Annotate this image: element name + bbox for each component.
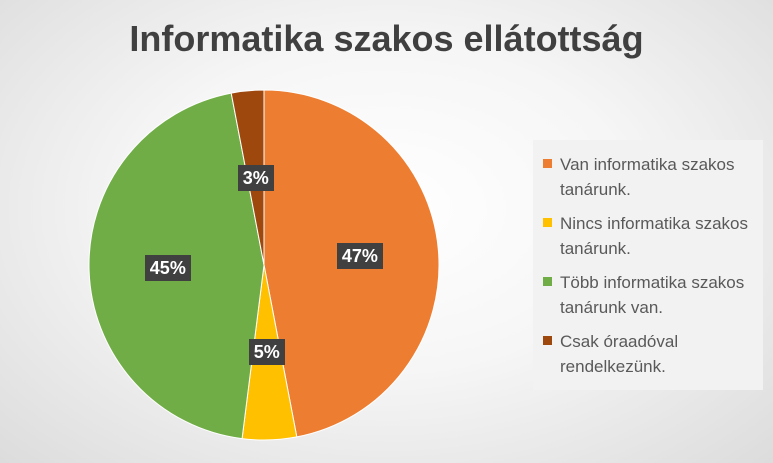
legend-label-nincs-szakos: Nincs informatika szakos tanárunk. xyxy=(560,214,749,258)
legend-swatch-nincs-szakos xyxy=(543,218,552,227)
legend-label-van-szakos: Van informatika szakos tanárunk. xyxy=(560,155,735,199)
chart-title: Informatika szakos ellátottság xyxy=(129,18,644,59)
data-label-tobb-szakos: 45% xyxy=(144,255,191,282)
data-label-nincs-szakos: 5% xyxy=(248,339,285,366)
legend-swatch-tobb-szakos xyxy=(543,277,552,286)
legend-label-csak-oraado: Csak óraadóval rendelkezünk. xyxy=(560,332,679,376)
data-label-csak-oraado: 3% xyxy=(237,164,274,191)
legend-swatch-csak-oraado xyxy=(543,336,552,345)
legend-label-tobb-szakos: Több informatika szakos tanárunk van. xyxy=(560,273,745,317)
legend-swatch-van-szakos xyxy=(543,159,552,168)
legend: Van informatika szakos tanárunk. Nincs in… xyxy=(533,140,763,390)
data-label-van-szakos: 47% xyxy=(336,242,383,269)
